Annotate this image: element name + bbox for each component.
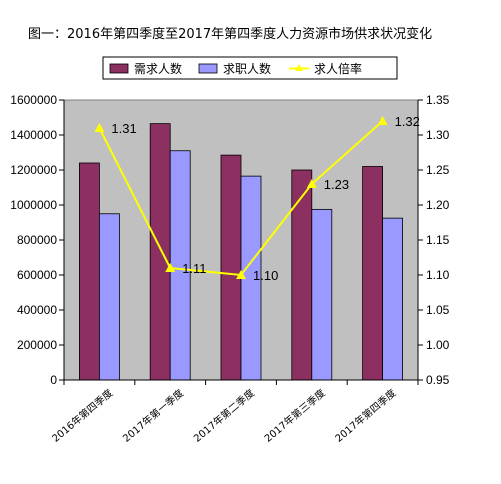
y-right-tick-label: 1.20 <box>426 198 450 212</box>
ratio-line-layer: 1.31 1.11 1.10 1.23 1.32 <box>94 114 420 283</box>
y-left-tick-label: 1200000 <box>10 163 57 177</box>
y-left-tick-label: 800000 <box>17 233 57 247</box>
ratio-data-label-4: 1.32 <box>395 114 420 129</box>
legend-label-demand: 需求人数 <box>134 61 182 76</box>
y-right-tick-label: 1.10 <box>426 268 450 282</box>
y-axis-right-ticks: 0.95 1.00 1.05 1.10 1.15 1.20 1.25 1.30 1.35 <box>418 93 450 387</box>
y-left-tick-label: 200000 <box>17 338 57 352</box>
ratio-point-1 <box>165 263 176 272</box>
y-right-tick-label: 1.35 <box>426 93 450 107</box>
bar-demand-4 <box>362 166 384 381</box>
x-tick-label: 2017年第一季度 <box>120 386 186 444</box>
legend-swatch-demand <box>109 63 129 74</box>
y-right-tick-label: 1.30 <box>426 128 450 142</box>
ratio-data-label-2: 1.10 <box>253 268 278 283</box>
bar-demand-0 <box>79 162 100 381</box>
y-left-tick-label: 600000 <box>17 268 57 282</box>
legend-label-ratio: 求人倍率 <box>314 61 362 76</box>
x-tick-label: 2016年第四季度 <box>49 386 115 444</box>
bars-layer <box>79 123 404 381</box>
chart-title: 图一：2016年第四季度至2017年第四季度人力资源市场供求状况变化 <box>28 26 432 42</box>
y-left-tick-label: 0 <box>50 373 57 387</box>
y-left-tick-label: 1600000 <box>10 93 57 107</box>
bar-jobseekers-4 <box>382 217 404 381</box>
legend-marker-ratio <box>295 64 303 71</box>
bar-jobseekers-3 <box>311 208 333 381</box>
bar-demand-1 <box>149 123 171 381</box>
ratio-data-label-1: 1.11 <box>182 261 206 276</box>
legend-swatch-jobseekers <box>198 63 218 74</box>
ratio-point-0 <box>94 123 105 132</box>
y-left-tick-label: 400000 <box>17 303 57 317</box>
legend: 需求人数 求职人数 求人倍率 <box>102 56 398 80</box>
y-right-tick-label: 1.05 <box>426 303 450 317</box>
ratio-point-2 <box>236 270 246 279</box>
y-right-tick-label: 1.00 <box>426 338 450 352</box>
x-tick-label: 2017年第三季度 <box>262 386 328 444</box>
x-tick-label: 2017年第四季度 <box>332 386 398 444</box>
bar-demand-2 <box>220 154 242 381</box>
bar-demand-3 <box>291 169 313 381</box>
y-left-tick-label: 1400000 <box>10 128 57 142</box>
ratio-point-3 <box>306 179 317 188</box>
x-tick-label: 2017年第二季度 <box>191 386 257 444</box>
legend-frame <box>102 56 398 80</box>
y-right-tick-label: 1.25 <box>426 163 450 177</box>
y-right-tick-label: 0.95 <box>426 373 450 387</box>
y-right-tick-label: 1.15 <box>426 233 450 247</box>
legend-label-jobseekers: 求职人数 <box>223 61 271 76</box>
x-axis-ticks: 2016年第四季度 2017年第一季度 2017年第二季度 2017年第三季度 2017… <box>49 380 419 445</box>
ratio-data-label-0: 1.31 <box>111 121 136 136</box>
y-left-tick-label: 1000000 <box>10 198 57 212</box>
y-axis-left-ticks: 0 200000 400000 600000 800000 1000000 1200000 1… <box>10 93 64 387</box>
ratio-data-label-3: 1.23 <box>324 177 349 192</box>
ratio-point-4 <box>377 116 388 125</box>
bar-jobseekers-0 <box>99 213 120 381</box>
